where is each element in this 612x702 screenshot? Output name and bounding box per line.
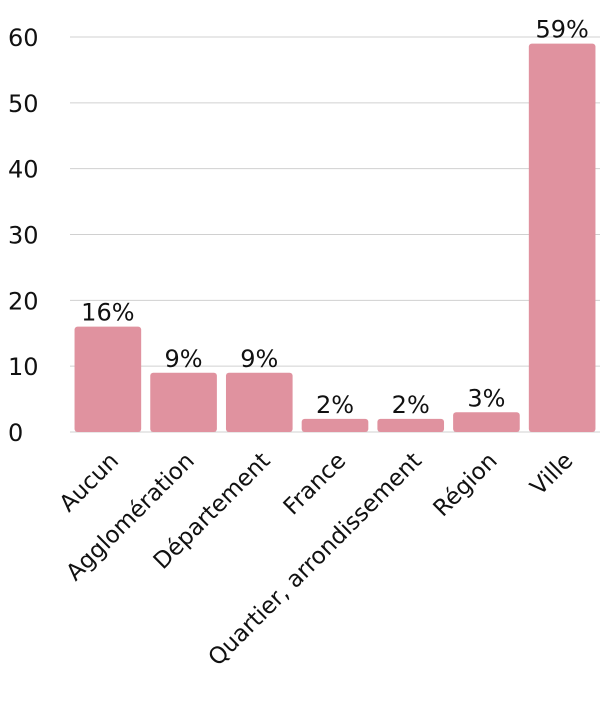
bar-3: [301, 418, 369, 432]
x-tick-label: Région: [429, 448, 503, 522]
data-label: 9%: [240, 345, 278, 373]
x-tick-label: Agglomération: [62, 448, 200, 586]
bar-6: [528, 43, 596, 432]
data-label: 3%: [467, 384, 505, 412]
data-labels: 16% 9% 9% 2% 2% 3% 59%: [81, 16, 589, 419]
y-tick-label: 50: [8, 90, 39, 118]
bars: [74, 43, 596, 432]
bar-1: [150, 372, 217, 432]
y-axis: 0 10 20 30 40 50 60: [8, 24, 39, 447]
grid-lines: [70, 36, 600, 433]
x-tick-label: Ville: [526, 448, 579, 501]
y-tick-label: 60: [8, 24, 39, 52]
bar-4: [377, 418, 445, 432]
data-label: 2%: [316, 391, 354, 419]
bar-5: [453, 412, 520, 432]
y-tick-label: 30: [8, 222, 39, 250]
data-label: 2%: [392, 391, 430, 419]
y-tick-label: 20: [8, 287, 39, 315]
bar-0: [74, 326, 142, 432]
bar-2: [225, 372, 293, 432]
data-label: 16%: [81, 299, 134, 327]
y-tick-label: 10: [8, 353, 39, 381]
y-tick-label: 0: [8, 419, 23, 447]
x-tick-label: Aucun: [55, 448, 124, 517]
data-label: 59%: [535, 16, 588, 44]
data-label: 9%: [165, 345, 203, 373]
x-tick-label: France: [279, 448, 351, 520]
y-tick-label: 40: [8, 156, 39, 184]
